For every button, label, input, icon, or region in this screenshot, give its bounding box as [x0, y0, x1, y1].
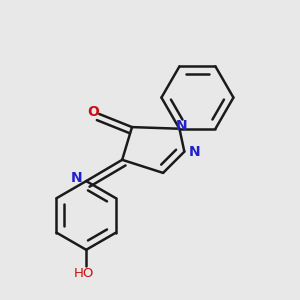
Text: HO: HO	[74, 267, 94, 280]
Text: N: N	[70, 171, 82, 185]
Text: O: O	[88, 105, 99, 119]
Text: N: N	[188, 145, 200, 159]
Text: N: N	[175, 119, 187, 133]
